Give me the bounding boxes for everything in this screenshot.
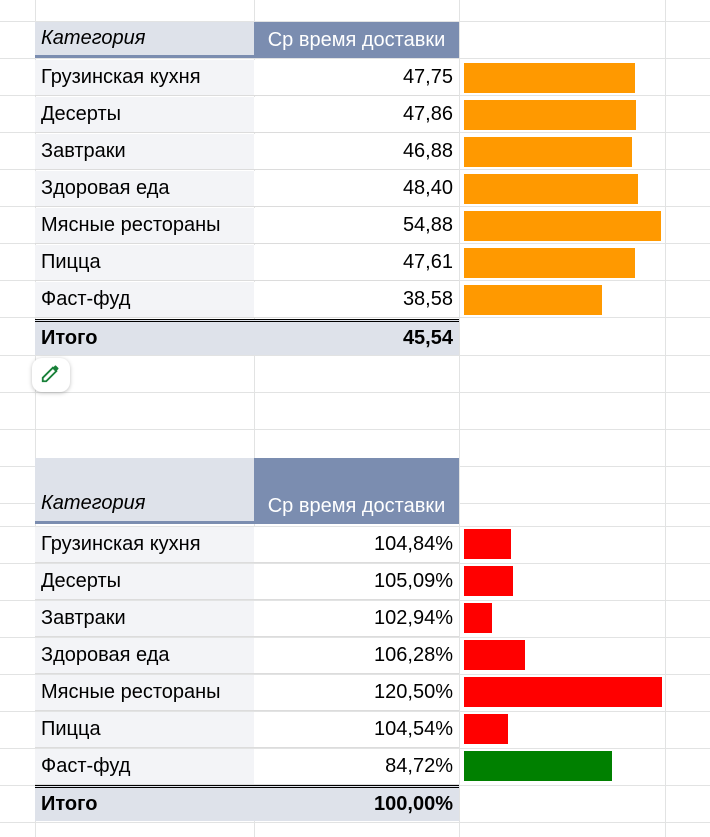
value-cell[interactable]: 38,58 <box>254 282 459 318</box>
category-cell[interactable]: Грузинская кухня <box>35 60 254 96</box>
table-row: Завтраки 46,88 <box>35 134 459 170</box>
category-cell[interactable]: Десерты <box>35 97 254 133</box>
value-cell[interactable]: 47,61 <box>254 245 459 281</box>
grid-line <box>0 429 710 430</box>
data-bar <box>464 677 662 707</box>
table-row: Грузинская кухня 47,75 <box>35 60 459 96</box>
grid-line <box>0 674 710 675</box>
grid-line <box>665 0 666 837</box>
value-cell[interactable]: 105,09% <box>254 564 459 600</box>
grid-line <box>0 711 710 712</box>
table-row: Пицца 47,61 <box>35 245 459 281</box>
pencil-icon <box>40 362 62 389</box>
category-cell[interactable]: Фаст-фуд <box>35 282 254 318</box>
data-bar <box>464 174 638 204</box>
grid-line <box>0 600 710 601</box>
table-row: Завтраки 102,94% <box>35 601 459 637</box>
data-bar <box>464 63 635 93</box>
table-row: Десерты 47,86 <box>35 97 459 133</box>
category-cell[interactable]: Здоровая еда <box>35 171 254 207</box>
header-category[interactable]: Категория <box>35 22 254 58</box>
grid-line <box>0 58 710 59</box>
header-metric[interactable]: Ср время доставки <box>254 458 459 524</box>
value-cell[interactable]: 54,88 <box>254 208 459 244</box>
category-cell[interactable]: Грузинская кухня <box>35 527 254 563</box>
table-row: Грузинская кухня 104,84% <box>35 527 459 563</box>
category-cell[interactable]: Здоровая еда <box>35 638 254 674</box>
grid-line <box>0 526 710 527</box>
category-cell[interactable]: Завтраки <box>35 134 254 170</box>
table-row: Мясные рестораны 54,88 <box>35 208 459 244</box>
edit-button[interactable] <box>32 358 70 392</box>
data-bar <box>464 714 508 744</box>
data-bar <box>464 248 635 278</box>
data-bar <box>464 566 513 596</box>
value-cell[interactable]: 120,50% <box>254 675 459 711</box>
data-bar <box>464 285 602 315</box>
table-header-row: Категория Ср время доставки <box>35 458 459 524</box>
data-bar <box>464 751 612 781</box>
total-label[interactable]: Итого <box>35 319 254 355</box>
grid-line <box>0 355 710 356</box>
value-cell[interactable]: 46,88 <box>254 134 459 170</box>
table-row: Фаст-фуд 38,58 <box>35 282 459 318</box>
table-header-row: Категория Ср время доставки <box>35 22 459 58</box>
value-cell[interactable]: 104,54% <box>254 712 459 748</box>
category-cell[interactable]: Пицца <box>35 245 254 281</box>
grid-line <box>459 0 460 837</box>
data-bar <box>464 137 632 167</box>
total-row: Итого 100,00% <box>35 785 459 821</box>
value-cell[interactable]: 104,84% <box>254 527 459 563</box>
data-bar <box>464 211 661 241</box>
total-row: Итого 45,54 <box>35 319 459 355</box>
category-cell[interactable]: Десерты <box>35 564 254 600</box>
value-cell[interactable]: 47,86 <box>254 97 459 133</box>
data-bar <box>464 603 492 633</box>
grid-line <box>0 21 710 22</box>
table-row: Здоровая еда 48,40 <box>35 171 459 207</box>
grid-line <box>0 637 710 638</box>
grid-line <box>35 0 36 837</box>
data-bar <box>464 640 525 670</box>
total-value[interactable]: 45,54 <box>254 319 459 355</box>
value-cell[interactable]: 102,94% <box>254 601 459 637</box>
data-bar <box>464 529 511 559</box>
value-cell[interactable]: 106,28% <box>254 638 459 674</box>
grid-line <box>254 0 255 837</box>
category-cell[interactable]: Пицца <box>35 712 254 748</box>
category-cell[interactable]: Фаст-фуд <box>35 749 254 785</box>
table-row: Здоровая еда 106,28% <box>35 638 459 674</box>
table-row: Фаст-фуд 84,72% <box>35 749 459 785</box>
header-category[interactable]: Категория <box>35 458 254 524</box>
category-cell[interactable]: Мясные рестораны <box>35 208 254 244</box>
header-metric[interactable]: Ср время доставки <box>254 22 459 58</box>
grid-line <box>0 748 710 749</box>
grid-line <box>0 392 710 393</box>
category-cell[interactable]: Завтраки <box>35 601 254 637</box>
grid-line <box>0 563 710 564</box>
total-label[interactable]: Итого <box>35 785 254 821</box>
value-cell[interactable]: 48,40 <box>254 171 459 207</box>
category-cell[interactable]: Мясные рестораны <box>35 675 254 711</box>
value-cell[interactable]: 47,75 <box>254 60 459 96</box>
table-row: Мясные рестораны 120,50% <box>35 675 459 711</box>
table-row: Десерты 105,09% <box>35 564 459 600</box>
value-cell[interactable]: 84,72% <box>254 749 459 785</box>
total-value[interactable]: 100,00% <box>254 785 459 821</box>
table-row: Пицца 104,54% <box>35 712 459 748</box>
grid-line <box>0 822 710 823</box>
data-bar <box>464 100 636 130</box>
